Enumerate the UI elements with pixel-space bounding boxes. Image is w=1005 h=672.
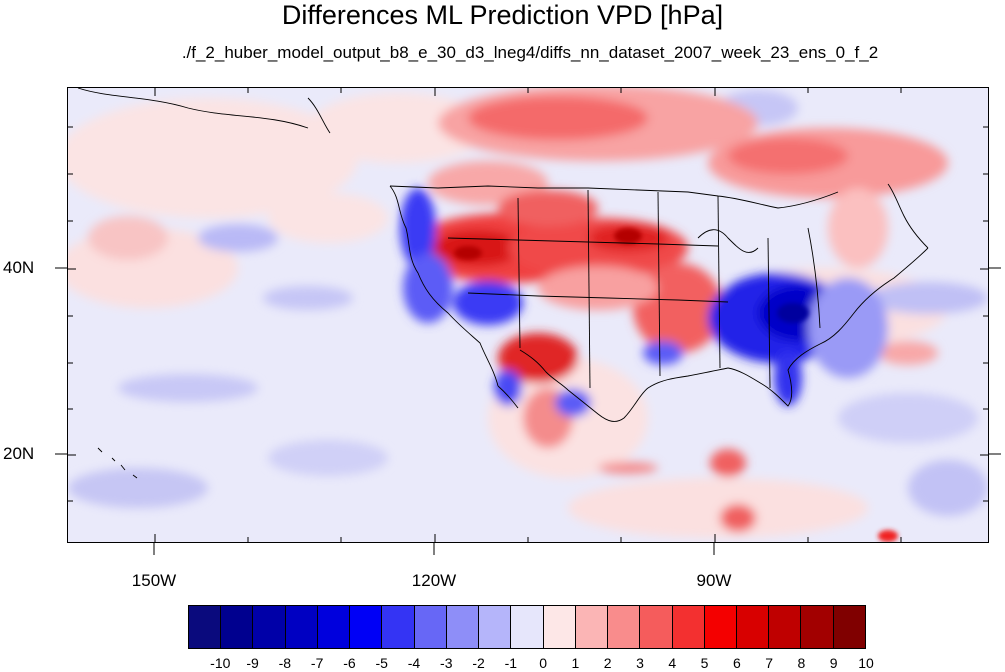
colorbar-label: -10 [210,655,231,671]
colorbar-label: -8 [278,655,292,671]
colorbar-swatch [285,606,318,648]
colorbar-label: -2 [472,655,485,671]
colorbar-swatch [608,606,641,648]
lon-label-120w: 120W [411,571,457,590]
colorbar-swatch [672,606,705,648]
lon-label-150w: 150W [131,571,177,590]
colorbar-label: 9 [829,655,838,671]
colorbar [188,605,866,649]
colorbar-swatch [833,606,865,648]
colorbar-label: 10 [858,655,874,671]
colorbar-swatch [317,606,351,648]
colorbar-swatch [221,606,254,648]
colorbar-label: -6 [343,655,356,671]
colorbar-label: -1 [504,655,518,671]
small-shading [454,228,898,542]
lon-label-90w: 90W [696,571,732,590]
colorbar-swatch [446,606,480,648]
colorbar-swatch [769,606,802,648]
colorbar-swatch [479,606,512,648]
plot-subtitle: ./f_2_huber_model_output_b8_e_30_d3_lneg… [181,43,879,62]
coastlines [77,88,929,479]
colorbar-swatch [414,606,447,648]
axis-ticks [68,88,988,542]
colorbar-swatch [704,606,737,648]
colorbar-label: 7 [765,655,774,671]
colorbar-label: -5 [375,655,388,671]
colorbar-label: -4 [407,655,421,671]
difference-shading [68,88,988,538]
colorbar-label: 4 [668,655,677,671]
lat-label-20n: 20N [3,444,35,463]
plot-title: Differences ML Prediction VPD [hPa] [281,0,724,30]
colorbar-label: 0 [539,655,548,671]
colorbar-swatch [350,606,383,648]
colorbar-label: -9 [246,655,259,671]
colorbar-swatch [575,606,609,648]
colorbar-swatch [382,606,415,648]
colorbar-label: 3 [636,655,644,671]
colorbar-swatch [189,606,222,648]
lat-label-40n: 40N [3,258,35,277]
colorbar-label: 2 [603,655,612,671]
colorbar-swatch [543,606,576,648]
colorbar-swatch [640,606,673,648]
colorbar-swatch [801,606,834,648]
colorbar-label: 6 [732,655,741,671]
colorbar-swatch [511,606,544,648]
colorbar-label: 1 [571,655,580,671]
colorbar-label: 5 [700,655,709,671]
colorbar-label: -3 [440,655,453,671]
colorbar-swatch [736,606,770,648]
colorbar-label: -7 [310,655,324,671]
colorbar-label: 8 [797,655,806,671]
map-field [68,88,988,542]
vpd-difference-map [67,87,989,543]
colorbar-swatch [253,606,286,648]
